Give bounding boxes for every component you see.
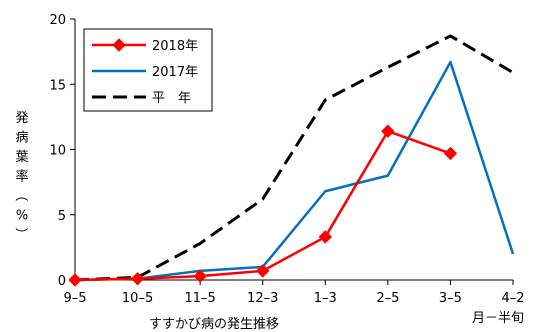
y-axis-label-char: ） — [13, 227, 28, 240]
x-tick-label: 1–3 — [314, 291, 337, 306]
y-tick-label: 20 — [49, 13, 66, 28]
chart-series — [68, 34, 515, 287]
x-tick-label: 3–5 — [439, 291, 462, 306]
y-tick-label: 0 — [58, 274, 66, 289]
x-tick-label: 10–5 — [122, 291, 153, 306]
series-point-0 — [381, 124, 395, 138]
y-axis-label-char: 葉 — [15, 150, 28, 165]
legend-label-1: 2017年 — [152, 65, 198, 80]
series-point-0 — [256, 264, 270, 278]
y-axis-label-char: 発 — [15, 111, 28, 126]
series-point-0 — [130, 271, 145, 286]
y-axis-label-char: （ — [13, 188, 28, 201]
chart-axes: 0 5 10 15 20 9–5 10–5 11–5 12–3 1–3 2–5 3–5 4–2 — [49, 13, 524, 306]
legend-marker-0 — [112, 38, 126, 52]
series-point-0 — [443, 146, 458, 161]
legend-label-0: 2018年 — [152, 39, 198, 54]
x-axis-label: すすかび病の発生推移 — [149, 317, 279, 332]
x-tick-label: 9–5 — [63, 291, 86, 306]
x-tick-label: 4–2 — [501, 291, 524, 306]
y-tick-label: 10 — [49, 144, 66, 159]
y-tick-label: 5 — [58, 209, 66, 224]
series-point-0 — [193, 269, 207, 283]
y-axis-label-char: 率 — [15, 169, 28, 185]
y-tick-label: 15 — [49, 78, 66, 93]
series-line-2 — [74, 34, 514, 282]
legend-label-2: 平 年 — [152, 91, 191, 106]
series-point-0 — [318, 230, 332, 244]
x-tick-label: 2–5 — [376, 291, 399, 306]
series-point-0 — [68, 273, 82, 287]
series-line-0 — [74, 129, 451, 282]
y-axis-label-char: 病 — [15, 131, 28, 146]
y-axis-label-char: % — [16, 209, 28, 224]
x-tick-label: 12–3 — [247, 291, 278, 306]
x-tick-label: 11–5 — [184, 291, 215, 306]
x-axis-unit: 月－半旬 — [472, 311, 524, 326]
